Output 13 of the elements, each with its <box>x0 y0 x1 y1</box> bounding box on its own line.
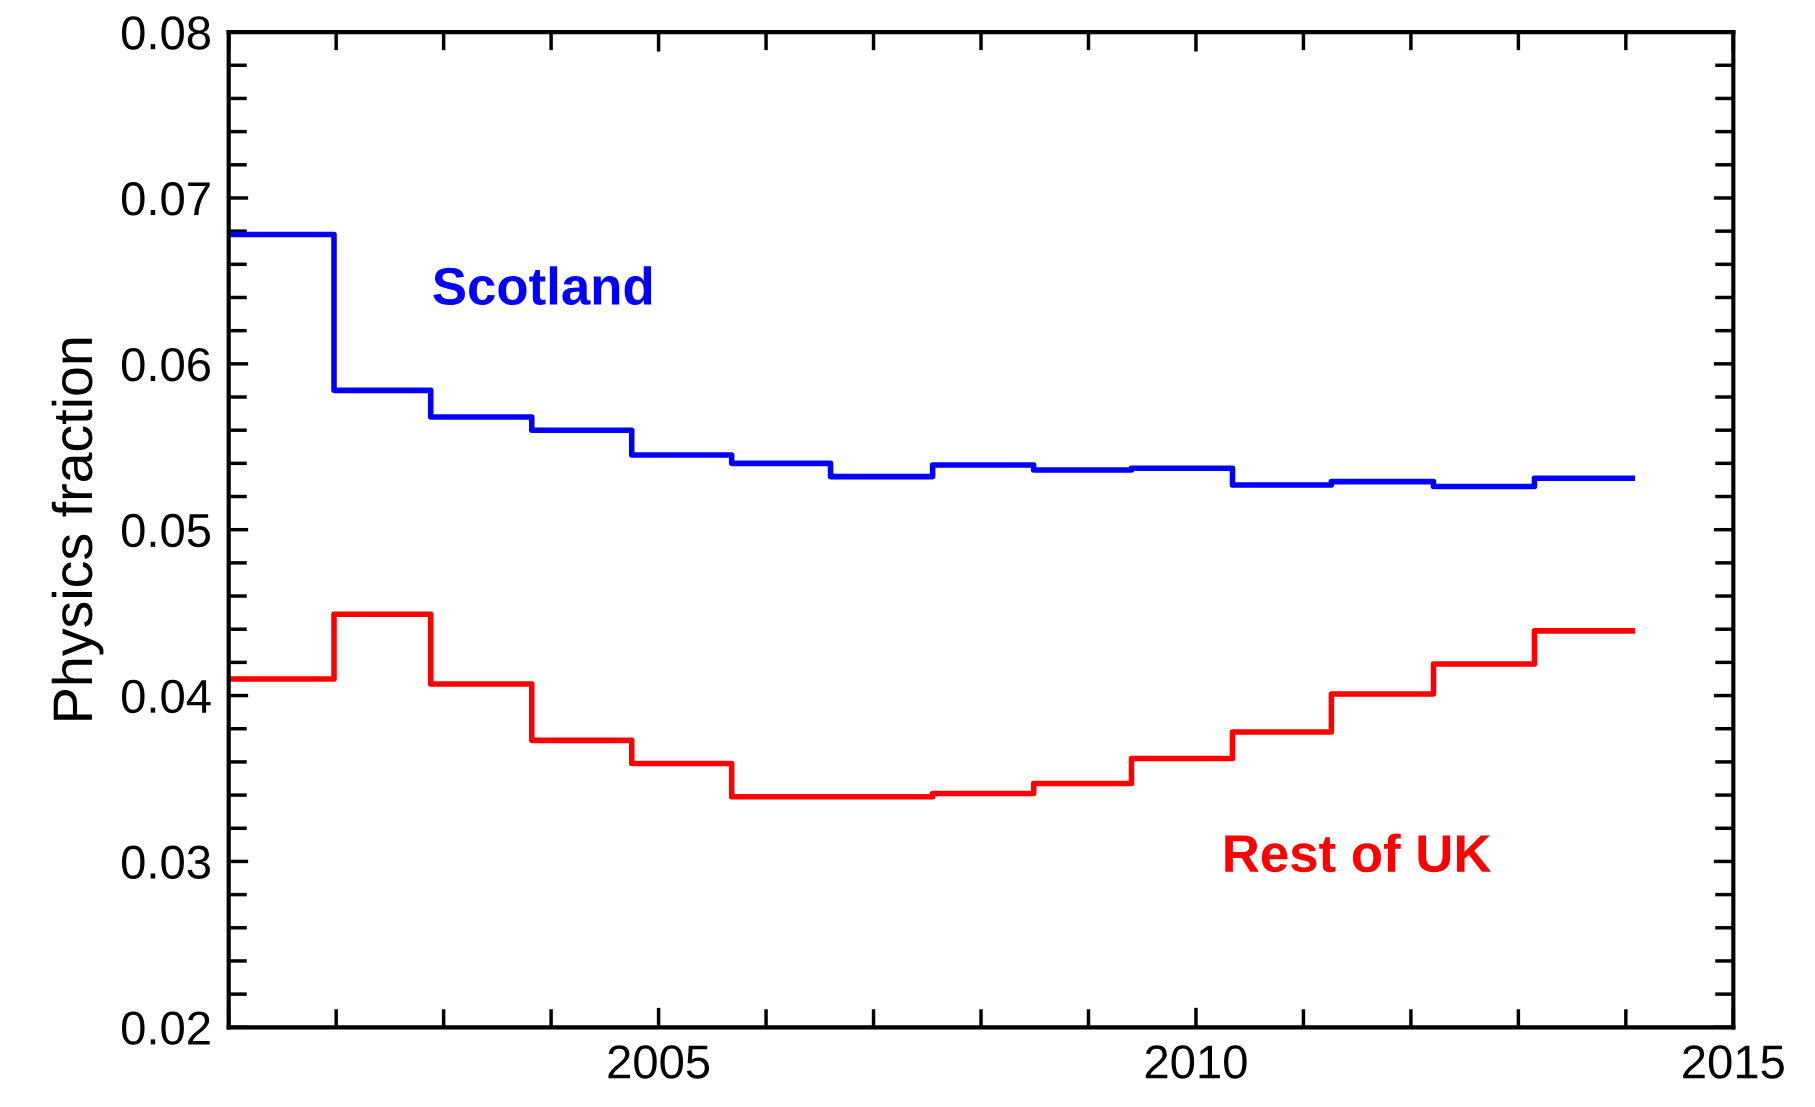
y-tick-label: 0.08 <box>121 16 210 50</box>
y-tick-label: 0.05 <box>121 513 211 548</box>
series-label: Rest of UK <box>1225 833 1492 873</box>
y-axis-title: Physics fraction <box>51 338 104 720</box>
y-tick-label: 0.02 <box>121 1011 210 1045</box>
y-tick-label: 0.07 <box>121 182 210 216</box>
y-tick-label: 0.06 <box>121 347 210 382</box>
x-tick-label: 2005 <box>608 1045 710 1079</box>
series-label: Scotland <box>433 266 652 306</box>
y-tick-label: 0.03 <box>121 845 210 880</box>
x-tick-label: 2010 <box>1145 1045 1247 1079</box>
y-tick-label: 0.04 <box>121 679 211 714</box>
x-tick-label: 2015 <box>1683 1045 1784 1079</box>
